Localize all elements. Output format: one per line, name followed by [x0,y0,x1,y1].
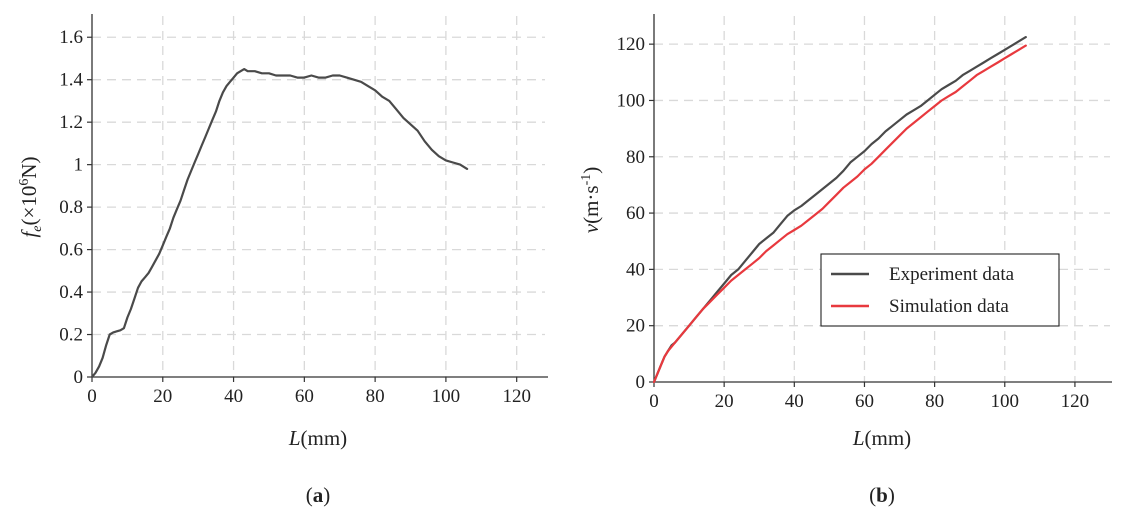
panel-b-x-tick-label: 120 [1061,391,1090,412]
panel-b-series-line-2 [652,44,1027,384]
panel-b-y-tick-label: 120 [617,34,646,55]
panel-b-x-tick-label: 40 [785,391,804,412]
panel-b-y-tick-label: 80 [626,147,645,168]
panel-a-y-tick-label: 1.2 [59,112,83,133]
panel-a-x-tick-label: 120 [502,386,531,407]
panel-b-x-tick-label: 60 [855,391,874,412]
panel-b-x-tick-label: 0 [649,391,659,412]
panel-a-y-tick-label: 1.4 [59,70,83,91]
panel-b-y-tick-label: 0 [636,372,646,393]
panel-b-x-axis-var: L [852,426,865,450]
panel-b-y-tick-label: 100 [617,90,646,111]
panel-b-y-tick-label: 40 [626,259,645,280]
panel-b-x-axis-title: L(mm) [852,426,911,450]
panel-b-x-tick-label: 100 [991,391,1020,412]
panel-b-x-axis-unit: (mm) [865,426,912,450]
panel-b-series-line-1 [652,35,1027,384]
panel-a-x-tick-label: 0 [87,386,97,407]
panel-a-y-axis-title: fe(×106N) [17,156,45,237]
panel-a-x-axis-var: L [288,426,301,450]
panel-a-y-axis-sub: e [30,225,45,231]
panel-b-y-tick-label: 20 [626,316,645,337]
chart-panel-b: 0 20 40 60 80 100 120 0 20 40 60 80 100 120 L(mm) v(m·s… [579,14,1112,450]
panel-a-y-tick-label: 0.2 [59,325,83,346]
panel-a-y-axis-pre: (×10 [17,186,41,226]
panel-b-y-tick-label: 60 [626,203,645,224]
panel-b-x-tick-label: 80 [925,391,944,412]
panel-a-y-tick-label: 1 [74,155,84,176]
panel-a-x-tick-label: 40 [224,386,243,407]
panel-b-y-axis-title: v(m·s-1) [579,167,603,234]
panel-a-y-tick-label: 0.8 [59,197,83,218]
panel-a-series-line-1 [90,67,469,379]
panel-b-x-tick-label: 20 [715,391,734,412]
panel-a-y-tick-label: 0 [74,367,84,388]
panel-b-legend: Experiment data Simulation data [820,253,1060,327]
panel-a-y-axis-var: f [17,229,41,238]
panel-a-x-tick-label: 80 [366,386,385,407]
panel-b-legend-box [820,253,1060,327]
chart-panel-a: 0 20 40 60 80 100 12000.20.40.60.811.21.41.6L(… [17,14,548,450]
panel-a-y-tick-label: 1.6 [59,27,83,48]
panel-a-y-axis-post: N) [17,156,41,178]
panel-b-y-axis-sup: -1 [579,174,594,186]
caption-a: (a) [306,483,331,507]
panel-a-x-axis-title: L(mm) [288,426,347,450]
panel-b-y-axis-pre: (m·s [579,185,603,224]
panel-b-legend-label-1: Experiment data [889,264,1015,285]
panel-a-y-axis-sup: 6 [17,179,32,186]
panel-a-x-axis-unit: (mm) [301,426,348,450]
caption-b: (b) [869,483,895,507]
panel-b-legend-label-2: Simulation data [889,296,1009,317]
panel-a-x-tick-label: 100 [432,386,461,407]
panel-a-y-tick-label: 0.6 [59,240,83,261]
panel-a-y-tick-label: 0.4 [59,282,83,303]
panel-b-y-axis-post: ) [579,167,603,174]
panel-a-x-tick-label: 20 [153,386,172,407]
panel-a-x-tick-label: 60 [295,386,314,407]
panel-b-y-axis-var: v [579,223,603,233]
